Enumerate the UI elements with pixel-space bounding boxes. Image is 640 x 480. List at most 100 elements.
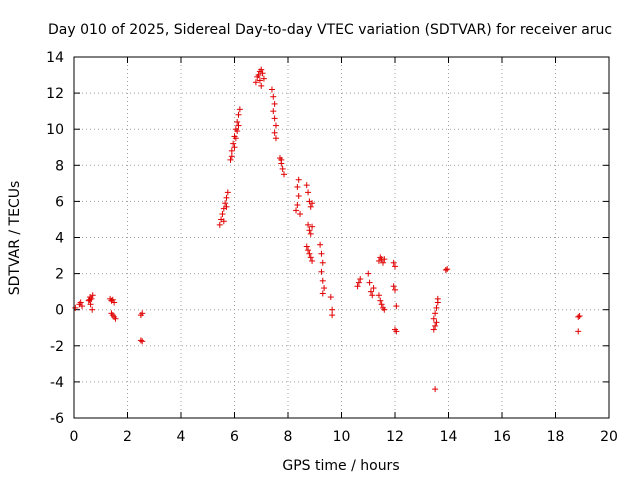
data-point <box>309 223 316 230</box>
data-point <box>294 202 301 209</box>
data-point <box>305 247 312 254</box>
data-point <box>430 315 437 322</box>
data-point <box>228 153 235 160</box>
data-point <box>392 263 398 270</box>
x-tick-label: 20 <box>600 429 618 445</box>
data-point <box>260 75 267 82</box>
data-point <box>270 93 277 100</box>
data-point <box>255 72 262 79</box>
y-tick-label: -4 <box>50 375 64 391</box>
data-point <box>306 250 313 257</box>
plot-frame <box>73 56 610 419</box>
x-tick-label: 6 <box>230 429 239 445</box>
data-point <box>268 86 275 93</box>
y-tick-label: 14 <box>46 50 64 66</box>
data-point <box>307 254 314 261</box>
y-tick-label: 6 <box>55 194 64 210</box>
data-point <box>355 279 362 286</box>
data-point <box>432 310 439 317</box>
data-point <box>222 200 229 207</box>
data-point <box>271 129 278 136</box>
y-tick-label: 8 <box>55 158 64 174</box>
data-point <box>227 156 234 163</box>
data-point <box>305 221 312 228</box>
data-point <box>303 243 310 250</box>
data-point <box>278 156 285 163</box>
data-point <box>87 301 94 308</box>
data-point <box>89 306 96 313</box>
data-point <box>309 257 316 264</box>
y-tick-label: 2 <box>55 267 64 283</box>
data-point <box>319 259 326 266</box>
y-tick-label: 0 <box>55 303 64 319</box>
chart-title: Day 010 of 2025, Sidereal Day-to-day VTE… <box>48 22 612 38</box>
x-tick-label: 0 <box>70 429 79 445</box>
data-point <box>307 230 314 237</box>
data-point <box>321 285 328 292</box>
data-point <box>236 106 243 113</box>
data-point <box>109 296 116 303</box>
data-point <box>223 203 230 210</box>
data-point <box>433 304 440 311</box>
y-tick-labels: -6 -4 -2 0 2 4 6 8 10 12 14 <box>46 50 64 427</box>
data-point <box>234 118 241 125</box>
data-point <box>317 241 324 248</box>
data-point <box>318 268 325 275</box>
data-point <box>369 292 376 299</box>
data-point <box>354 283 361 290</box>
data-point <box>279 165 286 172</box>
data-point <box>232 135 239 142</box>
data-point <box>280 171 287 178</box>
data-point <box>224 189 231 196</box>
data-point <box>365 270 372 277</box>
data-point <box>86 296 93 303</box>
data-point <box>139 338 146 345</box>
data-point <box>79 303 86 310</box>
data-point <box>295 176 302 183</box>
x-tick-label: 2 <box>123 429 132 445</box>
data-point <box>252 79 259 86</box>
data-point <box>378 301 385 308</box>
data-point <box>271 115 278 122</box>
data-point <box>294 183 301 190</box>
x-axis-label: GPS time / hours <box>282 458 399 474</box>
data-point <box>381 306 388 313</box>
data-point <box>258 82 265 89</box>
data-point <box>219 211 226 218</box>
data-point <box>377 297 384 304</box>
data-point <box>319 277 326 284</box>
y-tick-label: 4 <box>55 231 64 247</box>
data-point <box>434 295 441 302</box>
data-point <box>306 227 313 234</box>
data-point <box>77 299 84 306</box>
data-point <box>329 312 336 319</box>
data-point <box>272 135 279 142</box>
data-point <box>329 306 336 313</box>
data-point <box>303 182 310 189</box>
data-point <box>430 326 437 333</box>
data-point <box>442 266 449 273</box>
data-point <box>89 292 96 299</box>
data-point <box>393 328 400 335</box>
y-tick-label: 12 <box>46 86 64 102</box>
y-tick-label: 10 <box>46 122 64 138</box>
data-point <box>307 203 314 210</box>
grid <box>74 57 609 418</box>
data-point <box>367 288 374 295</box>
data-point <box>272 122 279 129</box>
data-point <box>111 299 118 306</box>
x-tick-labels: 0 2 4 6 8 10 12 14 16 18 20 <box>70 429 618 445</box>
data-point <box>235 122 242 129</box>
x-tick-label: 12 <box>386 429 404 445</box>
data-point <box>432 322 439 329</box>
data-point <box>319 290 326 297</box>
data-point <box>392 286 398 293</box>
axis-ticks <box>73 56 610 419</box>
data-point <box>366 279 373 286</box>
data-point <box>381 256 388 263</box>
data-point <box>234 128 241 135</box>
data-point <box>297 211 304 218</box>
x-tick-label: 18 <box>547 429 565 445</box>
data-point <box>258 66 265 73</box>
data-point <box>575 328 582 335</box>
